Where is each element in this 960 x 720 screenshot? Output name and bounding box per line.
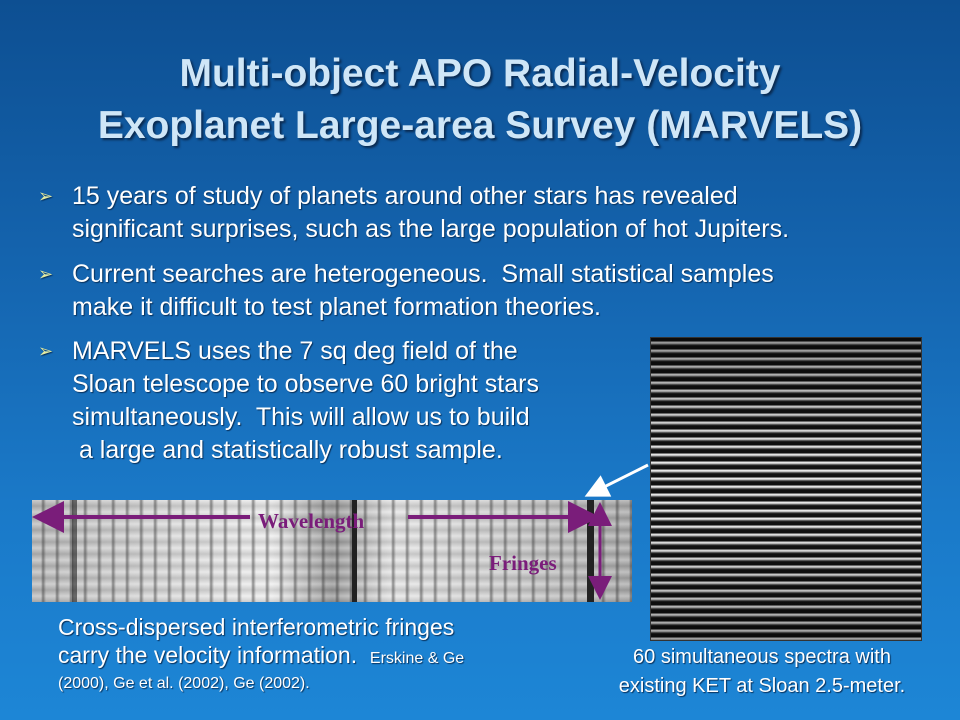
title-line-1: Multi-object APO Radial-Velocity: [179, 52, 781, 95]
arrow-bullet-icon: ➢: [38, 264, 54, 284]
fringe-line: [587, 500, 594, 602]
bullet-text: MARVELS uses the 7 sq deg field of the: [72, 337, 518, 365]
fringe-line: [72, 500, 77, 602]
reference-text: (2000), Ge et al. (2002), Ge (2002).: [58, 675, 310, 692]
bullet-text: make it difficult to test planet formati…: [72, 293, 601, 321]
caption-line: existing KET at Sloan 2.5-meter.: [618, 675, 906, 697]
caption-line: 60 simultaneous spectra with: [633, 646, 891, 668]
arrow-bullet-icon: ➢: [38, 341, 54, 361]
fringe-line: [352, 500, 357, 602]
spectra-image: [651, 338, 921, 640]
fringes-label: Fringes: [489, 551, 557, 575]
arrow-bullet-icon: ➢: [38, 186, 54, 206]
title-line-2: Exoplanet Large-area Survey (MARVELS): [97, 104, 863, 147]
slide-title: Multi-object APO Radial-Velocity Exoplan…: [0, 48, 960, 152]
bullet-text: Sloan telescope to observe 60 bright sta…: [72, 370, 539, 398]
reference-text: Erskine & Ge: [369, 650, 465, 667]
fringe-caption: Cross-dispersed interferometric fringes c…: [58, 613, 464, 695]
caption-line: carry the velocity information.: [58, 642, 358, 668]
bullet-text: simultaneously. This will allow us to bu…: [72, 403, 530, 431]
bullet-text: a large and statistically robust sample.: [72, 436, 503, 464]
pointer-arrow: [584, 463, 649, 497]
bullet-text: Current searches are heterogeneous. Smal…: [72, 260, 774, 288]
spectra-caption: 60 simultaneous spectra with existing KET…: [591, 643, 933, 701]
caption-line: Cross-dispersed interferometric fringes: [58, 614, 455, 640]
wavelength-label: Wavelength: [258, 509, 365, 533]
bullet-text: 15 years of study of planets around othe…: [72, 182, 738, 210]
bullet-text: significant surprises, such as the large…: [72, 215, 790, 243]
